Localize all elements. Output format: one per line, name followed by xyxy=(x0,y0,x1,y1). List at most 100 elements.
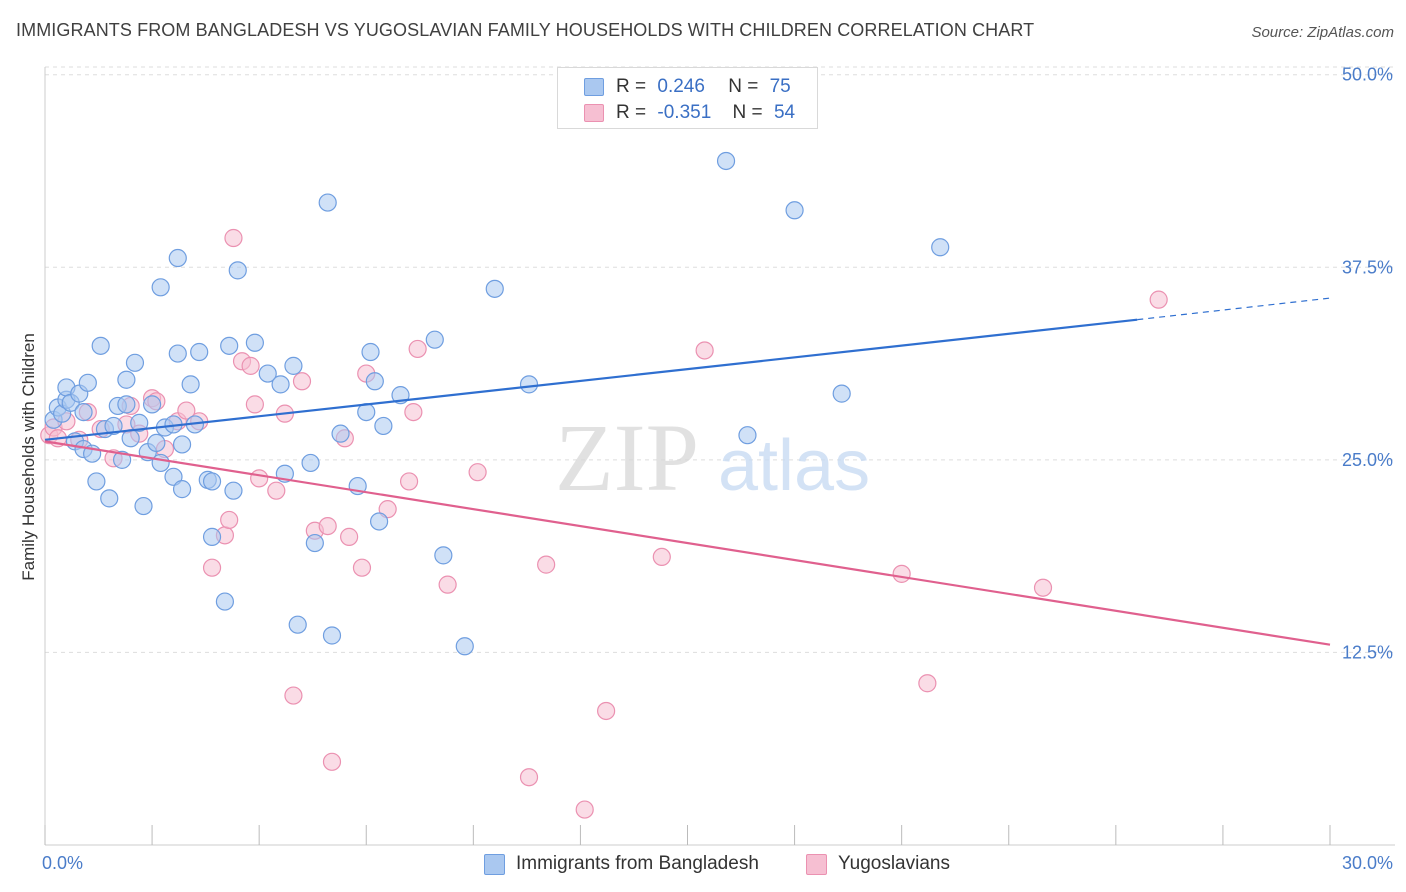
bangladesh-point xyxy=(832,384,851,403)
yugoslavian-point xyxy=(575,800,594,819)
r-value: -0.351 xyxy=(657,102,712,123)
n-value: 54 xyxy=(773,102,796,123)
y-tick-label: 37.5% xyxy=(1342,257,1393,277)
bangladesh-point xyxy=(224,481,243,500)
yugoslavian-point xyxy=(220,510,239,530)
yugoslavian-point xyxy=(318,516,337,536)
bangladesh-point xyxy=(425,330,444,349)
bangladesh-point xyxy=(151,278,170,297)
legend-label: Yugoslavians xyxy=(838,853,950,874)
bangladesh-point xyxy=(74,402,93,422)
n-label: N = xyxy=(728,76,759,97)
yugoslavian-point xyxy=(404,402,423,422)
yugoslavian-point xyxy=(408,339,427,359)
bangladesh-point xyxy=(104,416,123,436)
x-tick-label: 0.0% xyxy=(42,853,83,873)
bangladesh-point xyxy=(271,375,290,394)
yugoslavian-point xyxy=(519,768,539,787)
yugoslavian-point xyxy=(1033,578,1053,597)
bangladesh-point xyxy=(78,373,97,392)
yugoslavian-point xyxy=(1149,290,1168,309)
yugoslavian-point xyxy=(245,395,264,414)
bangladesh-point xyxy=(519,375,539,394)
yugoslavian-point xyxy=(537,555,556,574)
trend-line-bangladesh xyxy=(44,318,1138,441)
bangladesh-point xyxy=(365,372,384,391)
bangladesh-point xyxy=(168,344,187,363)
yugoslavian-point xyxy=(597,701,616,721)
y-tick-label: 25.0% xyxy=(1342,450,1393,470)
yugoslavian-point xyxy=(652,547,671,567)
bangladesh-point xyxy=(142,395,162,414)
y-tick-label: 50.0% xyxy=(1342,65,1393,85)
bangladesh-point xyxy=(301,453,320,473)
bangladesh-point xyxy=(117,370,136,389)
bangladesh-point xyxy=(785,201,804,220)
bangladesh-point xyxy=(87,472,106,491)
bangladesh-point xyxy=(455,637,474,656)
bangladesh-point xyxy=(485,279,504,298)
bangladesh-point xyxy=(370,512,389,531)
bangladesh-point xyxy=(434,546,453,565)
bangladesh-point xyxy=(151,453,170,473)
chart-title: IMMIGRANTS FROM BANGLADESH VS YUGOSLAVIA… xyxy=(16,20,1035,40)
bangladesh-point xyxy=(147,433,166,453)
bangladesh-point xyxy=(181,375,200,394)
legend: Immigrants from Bangladesh Yugoslavians xyxy=(0,851,1406,879)
legend-label: Immigrants from Bangladesh xyxy=(516,853,759,874)
bangladesh-point xyxy=(164,467,183,486)
trend-line-yugoslavians xyxy=(44,440,1331,646)
yugoslavian-point xyxy=(695,341,714,360)
bangladesh-point xyxy=(130,413,149,432)
watermark-zip: ZIP xyxy=(555,404,699,511)
bangladesh-point xyxy=(190,342,209,362)
bangladesh-point xyxy=(172,435,192,454)
trend-lines xyxy=(44,297,1331,646)
yugoslavian-point xyxy=(292,372,312,391)
bangladesh-point xyxy=(331,424,350,443)
yugoslavian-point xyxy=(267,481,286,500)
correlation-stats-box: R = 0.246 N = 75 R = -0.351 N = 54 xyxy=(557,67,818,129)
bangladesh-point xyxy=(168,248,187,268)
bangladesh-point xyxy=(738,426,757,445)
bangladesh-point xyxy=(172,480,192,499)
bangladesh-point xyxy=(228,261,247,280)
r-label: R = xyxy=(616,102,647,123)
yugoslavian-point xyxy=(918,674,937,693)
yugoslavian-point xyxy=(322,752,342,771)
chart-source: Source: ZipAtlas.com xyxy=(1251,24,1394,41)
yugoslavian-point xyxy=(340,527,359,546)
bangladesh-point xyxy=(100,489,119,508)
yugoslavian-point xyxy=(378,500,397,519)
yugoslavian-point xyxy=(284,686,303,705)
yugoslavian-point xyxy=(241,356,260,375)
bangladesh-point xyxy=(117,395,136,414)
n-label: N = xyxy=(732,102,763,123)
bangladesh-point xyxy=(220,336,239,355)
yugoslavian-point xyxy=(892,564,911,583)
yugoslavian-point xyxy=(177,401,196,420)
yugoslavian-point xyxy=(250,469,269,488)
yugoslavian-point xyxy=(352,558,372,577)
yugoslavian-point xyxy=(202,558,222,577)
x-tick-labels: 0.0% 30.0% xyxy=(42,853,1393,873)
pink-swatch-icon xyxy=(806,854,827,875)
bangladesh-point xyxy=(202,527,222,546)
bangladesh-point xyxy=(215,592,234,611)
axes xyxy=(44,67,1395,846)
bangladesh-point xyxy=(374,416,393,436)
pink-swatch-icon xyxy=(584,104,604,122)
blue-swatch-icon xyxy=(584,78,604,96)
blue-swatch-icon xyxy=(484,854,505,875)
bangladesh-point xyxy=(305,533,324,553)
yugoslavian-point xyxy=(224,228,243,248)
bangladesh-point xyxy=(322,626,342,645)
bangladesh-point xyxy=(931,238,950,257)
bangladesh-point xyxy=(288,615,307,634)
bangladesh-point xyxy=(258,364,277,383)
watermark: ZIP atlas xyxy=(555,404,870,511)
bangladesh-point xyxy=(91,336,110,355)
bangladesh-point xyxy=(134,496,153,516)
y-axis-label: Family Households with Children xyxy=(19,333,38,581)
